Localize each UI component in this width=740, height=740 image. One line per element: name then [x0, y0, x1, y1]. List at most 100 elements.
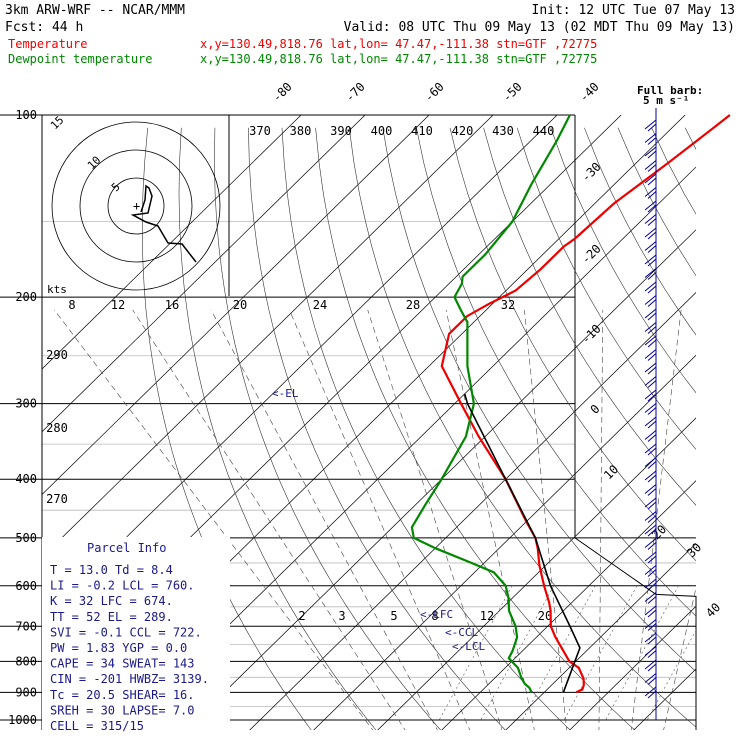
hodograph-speed-label: 20: [233, 298, 247, 312]
wind-barb: [644, 470, 657, 481]
wind-barb: [647, 663, 657, 672]
wind-barb: [647, 515, 657, 523]
isotherm-label: -40: [577, 80, 602, 105]
wind-barb: [647, 177, 657, 186]
dry-adiabat: [248, 127, 506, 730]
wind-barb: [644, 592, 657, 602]
wind-barb: [647, 258, 657, 267]
wind-barb: [644, 187, 657, 197]
wind-barb: [644, 268, 657, 278]
wind-barb: [647, 434, 657, 442]
wind-barb: [644, 146, 657, 157]
wind-barb: [644, 295, 657, 305]
theta-left-label: 280: [46, 421, 68, 435]
moist-adiabat: [598, 309, 604, 730]
temperature-legend: Temperature: [8, 37, 87, 51]
pressure-label: 100: [15, 108, 37, 122]
isotherm-label: 0: [588, 402, 603, 417]
pressure-label: 300: [15, 397, 37, 411]
isotherm-label: -20: [579, 242, 604, 267]
wind-barb: [647, 137, 657, 145]
wind-barb: [647, 191, 657, 199]
moist-adiabat: [289, 309, 471, 730]
wind-barb: [647, 123, 657, 132]
wind-barb: [644, 565, 657, 575]
forecast-hour: Fcst: 44 h: [5, 20, 83, 35]
wind-barb: [647, 164, 657, 172]
parcel-info-row: SVI = -0.1 CCL = 722.: [50, 625, 202, 639]
mixing-ratio-line: [605, 585, 679, 721]
wind-barb: [644, 160, 657, 170]
wind-barb: [647, 528, 657, 537]
moist-adiabat: [445, 309, 535, 730]
isotherm-line: [42, 115, 558, 621]
wind-barb: [644, 322, 657, 332]
mixing-ratio-label: 8: [431, 609, 438, 623]
wind-barb: [644, 200, 657, 211]
dry-adiabat: [516, 127, 696, 450]
moist-adiabat: [695, 728, 696, 730]
wind-barb: [647, 326, 657, 334]
dry-adiabat: [382, 127, 696, 672]
wind-barb: [647, 488, 657, 496]
wind-barb: [647, 447, 657, 456]
theta-label: 390: [330, 124, 352, 138]
wind-barb: [644, 335, 657, 346]
wind-barb: [647, 150, 657, 159]
pressure-label: 600: [15, 579, 37, 593]
parcel-info-row: Tc = 20.5 SHEAR= 16.: [50, 688, 195, 702]
mixing-ratio-line: [438, 585, 513, 721]
hodograph-ring: [79, 149, 193, 263]
wind-barb: [647, 609, 657, 618]
wind-barb: [647, 380, 657, 388]
wind-barb: [647, 474, 657, 483]
isotherm-label: 40: [703, 600, 723, 620]
isotherm-label: -30: [579, 160, 604, 185]
isotherm-line: [249, 292, 696, 730]
dry-adiabat: [719, 128, 740, 733]
wind-barb: [647, 339, 657, 348]
wind-barb: [644, 362, 657, 373]
wind-barb: [644, 416, 657, 427]
hodograph-ring: [51, 121, 221, 291]
wind-barb: [647, 623, 657, 631]
parcel-info-row: TT = 52 EL = 289.: [50, 610, 173, 624]
mixing-ratio-label: 5: [390, 609, 397, 623]
moist-adiabat: [524, 309, 567, 730]
wind-barb: [647, 542, 657, 550]
dry-adiabat: [550, 127, 696, 394]
isotherm-label: 30: [684, 540, 704, 560]
wind-barb: [647, 677, 657, 685]
mixing-ratio-line: [646, 629, 696, 721]
lfc-marker: <-LFC: [420, 608, 453, 621]
dewpoint-legend: Dewpoint temperature: [8, 52, 153, 66]
wind-barb: [644, 686, 657, 697]
temperature-location: x,y=130.49,818.76 lat,lon= 47.47,-111.38…: [200, 37, 597, 51]
isotherm-line: [441, 480, 696, 730]
wind-barb: [644, 173, 657, 184]
dry-adiabat: [214, 127, 441, 730]
dry-adiabat: [684, 127, 696, 150]
ccl-marker: <-CCL: [445, 626, 478, 639]
wind-barb: [644, 430, 657, 440]
wind-barb: [644, 214, 657, 224]
wind-barb: [647, 245, 657, 253]
wind-legend-units: 5 m s⁻¹: [643, 94, 689, 107]
wind-barb: [644, 133, 657, 143]
hodograph-ring-label: 10: [85, 154, 104, 173]
lcl-marker: <-LCL: [452, 640, 485, 653]
wind-barb: [644, 403, 657, 413]
wind-barb: [644, 659, 657, 670]
dry-adiabat: [483, 127, 696, 506]
hodograph-speed-label: 16: [165, 298, 179, 312]
wind-barb: [647, 272, 657, 280]
wind-barb: [644, 376, 657, 386]
theta-label: 420: [452, 124, 474, 138]
parcel-info-title: Parcel Info: [87, 541, 166, 555]
parcel-info-row: CELL = 315/15: [50, 719, 144, 733]
wind-barb: [644, 646, 657, 656]
isotherm-label: -70: [343, 80, 368, 105]
theta-label: 440: [533, 124, 555, 138]
parcel-info-row: SREH = 30 LAPSE= 7.0: [50, 703, 195, 717]
wind-barb: [644, 241, 657, 251]
